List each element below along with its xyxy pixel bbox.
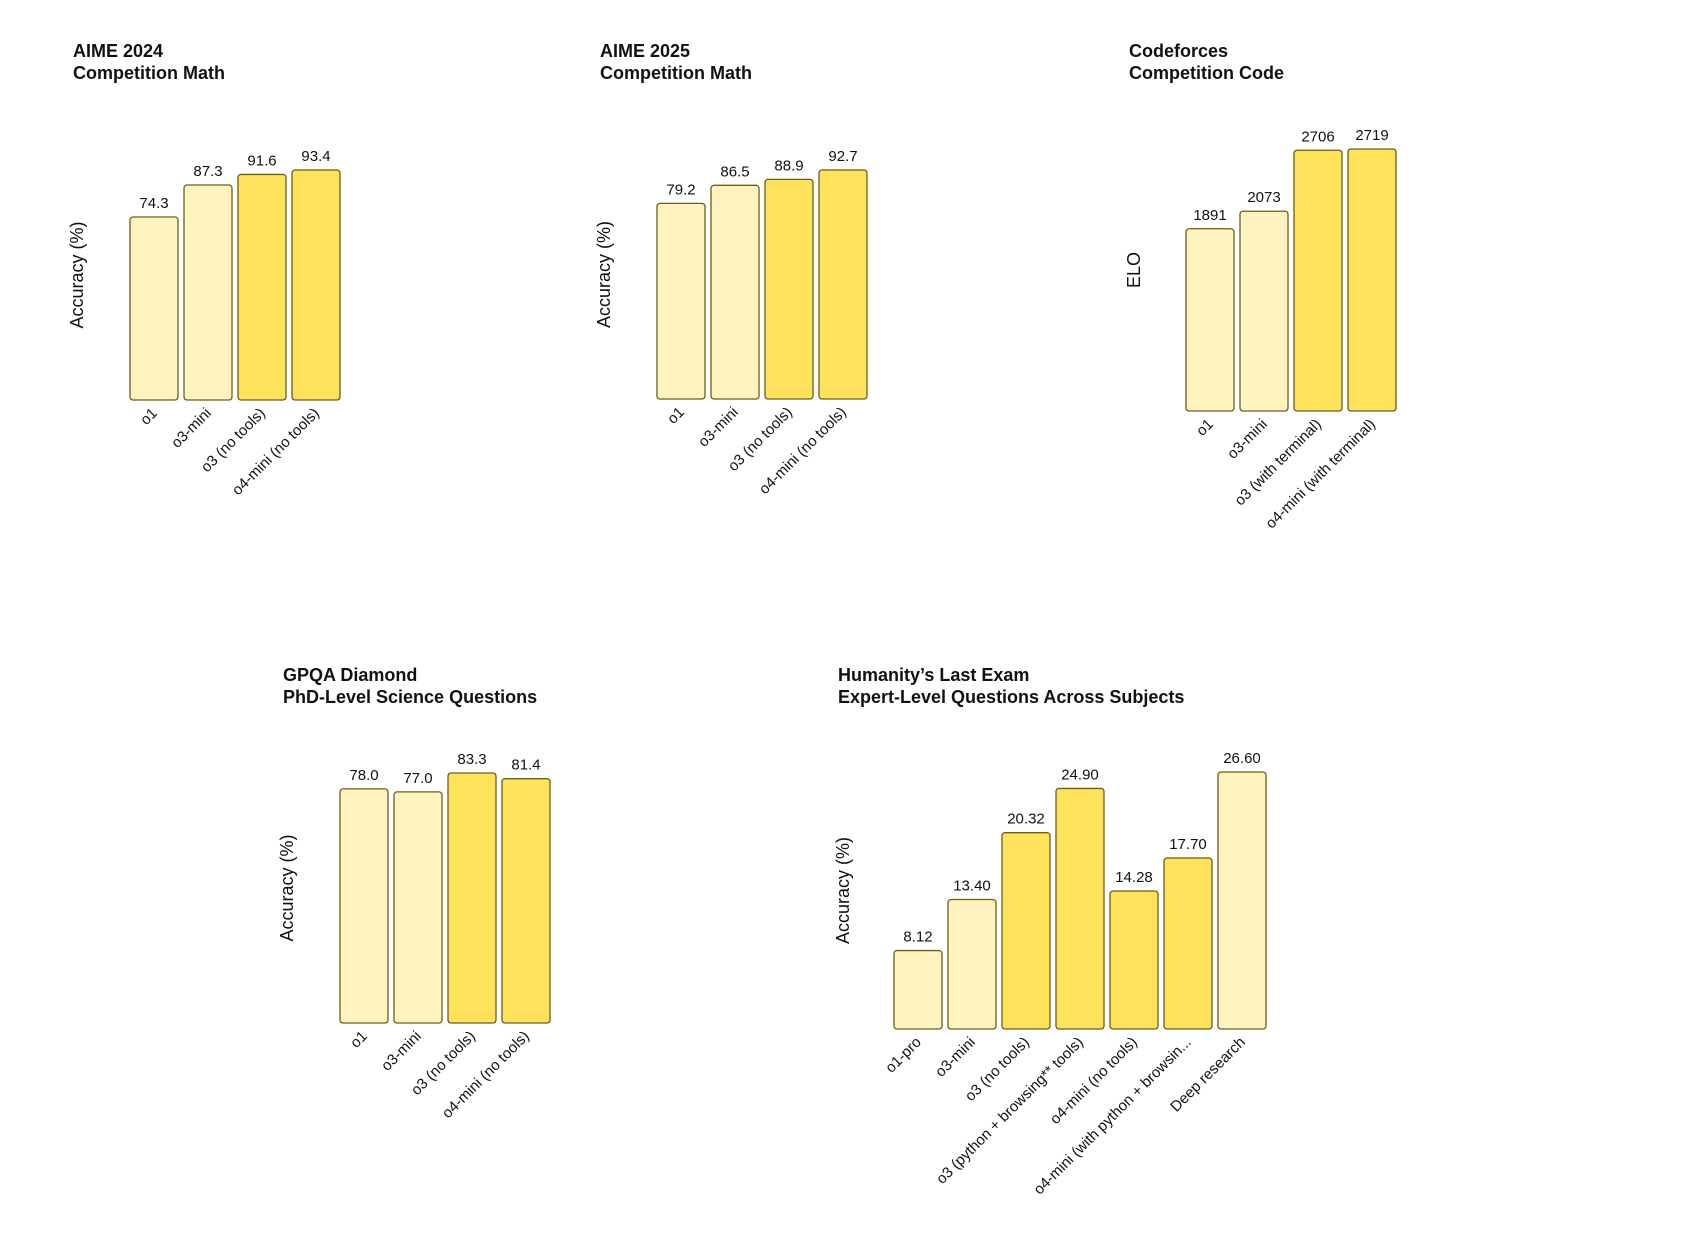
category-label: o3-mini bbox=[932, 1034, 979, 1081]
chart-title: Humanity’s Last Exam bbox=[838, 665, 1030, 685]
category-label: o3 (no tools) bbox=[408, 1028, 479, 1099]
data-label: 78.0 bbox=[349, 767, 378, 784]
data-label: 2719 bbox=[1355, 127, 1388, 144]
y-axis-label: Accuracy (%) bbox=[833, 837, 853, 944]
bar bbox=[393, 791, 443, 1024]
data-label: 92.7 bbox=[828, 148, 857, 165]
chart-subtitle: Competition Math bbox=[73, 63, 225, 83]
bar bbox=[947, 898, 997, 1030]
category-label: o1 bbox=[347, 1028, 371, 1052]
category-label: o3 (with terminal) bbox=[1231, 416, 1324, 509]
category-label: o4-mini (no tools) bbox=[229, 405, 323, 499]
data-label: 91.6 bbox=[247, 152, 276, 169]
data-label: 81.4 bbox=[511, 757, 540, 774]
data-label: 2073 bbox=[1247, 189, 1280, 206]
category-label: o3-mini bbox=[1224, 416, 1271, 463]
y-axis-label: Accuracy (%) bbox=[67, 221, 87, 328]
bar bbox=[339, 788, 389, 1024]
bar bbox=[656, 202, 706, 400]
data-label: 77.0 bbox=[403, 770, 432, 787]
y-axis-label: Accuracy (%) bbox=[594, 221, 614, 328]
data-label: 1891 bbox=[1193, 207, 1226, 224]
data-label: 17.70 bbox=[1169, 836, 1207, 853]
chart-subtitle: Competition Code bbox=[1129, 63, 1284, 83]
category-label: o1 bbox=[664, 404, 688, 428]
category-label: o4-mini (with python + browsin... bbox=[1030, 1034, 1194, 1198]
data-label: 20.32 bbox=[1007, 811, 1045, 828]
data-label: 86.5 bbox=[720, 163, 749, 180]
data-label: 8.12 bbox=[903, 929, 932, 946]
category-label: Deep research bbox=[1167, 1034, 1249, 1116]
y-axis-label: ELO bbox=[1124, 252, 1144, 288]
chart-title-block: GPQA Diamond PhD-Level Science Questions bbox=[283, 664, 537, 708]
bar bbox=[237, 173, 287, 401]
data-label: 26.60 bbox=[1223, 750, 1261, 767]
chart-subtitle: Expert-Level Questions Across Subjects bbox=[838, 687, 1185, 707]
category-label: o3 (no tools) bbox=[198, 405, 269, 476]
category-label: o4-mini (no tools) bbox=[756, 404, 850, 498]
bar bbox=[447, 772, 497, 1024]
bar bbox=[1347, 148, 1397, 412]
bar bbox=[1001, 832, 1051, 1030]
bar bbox=[1185, 228, 1235, 412]
bar bbox=[291, 169, 341, 401]
bar bbox=[129, 216, 179, 401]
chart-title-block: Humanity’s Last Exam Expert-Level Questio… bbox=[838, 664, 1184, 708]
bar bbox=[1055, 787, 1105, 1030]
bar bbox=[1109, 890, 1159, 1030]
chart-title: GPQA Diamond bbox=[283, 665, 418, 685]
bar bbox=[183, 184, 233, 401]
chart-title: AIME 2024 bbox=[73, 41, 164, 61]
category-label: o3-mini bbox=[695, 404, 742, 451]
category-label: o1 bbox=[1193, 416, 1217, 440]
data-label: 2706 bbox=[1301, 128, 1334, 145]
bar bbox=[710, 184, 760, 400]
data-label: 24.90 bbox=[1061, 766, 1099, 783]
bar bbox=[1217, 771, 1267, 1030]
chart-title-block: AIME 2025 Competition Math bbox=[600, 40, 752, 84]
bar bbox=[501, 778, 551, 1024]
category-label: o1-pro bbox=[882, 1034, 925, 1077]
chart-title: AIME 2025 bbox=[600, 41, 691, 61]
chart-title-block: Codeforces Competition Code bbox=[1129, 40, 1284, 84]
chart-subtitle: PhD-Level Science Questions bbox=[283, 687, 538, 707]
data-label: 87.3 bbox=[193, 163, 222, 180]
chart-subtitle: Competition Math bbox=[600, 63, 752, 83]
bar bbox=[764, 178, 814, 400]
data-label: 88.9 bbox=[774, 157, 803, 174]
chart-title-block: AIME 2024 Competition Math bbox=[73, 40, 225, 84]
bar bbox=[1293, 149, 1343, 412]
bar bbox=[1163, 857, 1213, 1030]
category-label: o3 (python + browsing** tools) bbox=[933, 1034, 1087, 1188]
bar bbox=[818, 169, 868, 400]
data-label: 79.2 bbox=[666, 181, 695, 198]
chart-title: Codeforces bbox=[1129, 41, 1229, 61]
category-label: o4-mini (with terminal) bbox=[1262, 416, 1378, 532]
category-label: o3-mini bbox=[378, 1028, 425, 1075]
category-label: o3 (no tools) bbox=[962, 1034, 1033, 1105]
category-label: o1 bbox=[137, 405, 161, 429]
data-label: 93.4 bbox=[301, 148, 330, 165]
bar bbox=[1239, 210, 1289, 412]
data-label: 74.3 bbox=[139, 195, 168, 212]
data-label: 13.40 bbox=[953, 878, 991, 895]
category-label: o4-mini (no tools) bbox=[439, 1028, 533, 1122]
category-label: o3-mini bbox=[168, 405, 215, 452]
category-label: o3 (no tools) bbox=[725, 404, 796, 475]
y-axis-label: Accuracy (%) bbox=[277, 834, 297, 941]
category-label: o4-mini (no tools) bbox=[1047, 1034, 1141, 1128]
data-label: 14.28 bbox=[1115, 869, 1153, 886]
data-label: 83.3 bbox=[457, 751, 486, 768]
bar bbox=[893, 949, 943, 1030]
